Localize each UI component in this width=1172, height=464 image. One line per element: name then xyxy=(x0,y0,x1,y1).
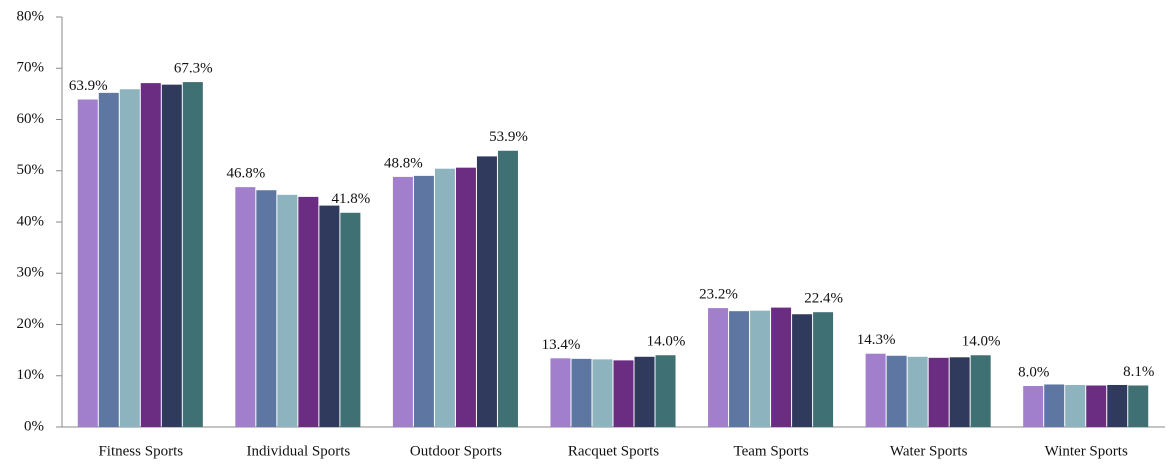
data-label: 22.4% xyxy=(804,291,843,307)
bar xyxy=(550,358,571,427)
bar xyxy=(708,308,729,427)
bar xyxy=(161,84,182,428)
bar xyxy=(277,194,298,427)
data-label: 14.3% xyxy=(857,332,896,348)
data-label: 67.3% xyxy=(174,61,213,77)
bar xyxy=(1065,384,1086,427)
bar xyxy=(434,168,455,427)
bar xyxy=(392,176,413,427)
x-tick-label: Team Sports xyxy=(733,443,808,459)
y-tick-label: 60% xyxy=(17,111,45,127)
bar xyxy=(750,310,771,427)
bar xyxy=(413,175,434,427)
data-label: 63.9% xyxy=(69,78,108,94)
y-tick-label: 70% xyxy=(17,60,45,76)
bar xyxy=(655,355,676,427)
x-tick-label: Winter Sports xyxy=(1045,443,1128,459)
bar xyxy=(298,196,319,427)
bar xyxy=(634,356,655,427)
bar xyxy=(319,205,340,427)
bar xyxy=(455,167,476,428)
bar xyxy=(340,212,361,427)
x-tick-label: Water Sports xyxy=(890,443,968,459)
bar xyxy=(907,356,928,427)
bar xyxy=(729,311,750,427)
bar xyxy=(613,360,634,427)
bar xyxy=(571,358,592,427)
x-tick-label: Racquet Sports xyxy=(568,443,659,459)
data-label: 13.4% xyxy=(542,337,581,353)
bar xyxy=(1086,385,1107,427)
bar xyxy=(1128,385,1149,427)
data-label: 14.0% xyxy=(647,334,686,350)
bar xyxy=(256,190,277,427)
y-tick-label: 50% xyxy=(17,162,45,178)
bar xyxy=(813,312,834,427)
bar xyxy=(886,355,907,427)
bar xyxy=(1023,386,1044,427)
y-tick-label: 80% xyxy=(17,8,45,24)
bar xyxy=(928,357,949,427)
bar xyxy=(235,187,256,427)
x-tick-label: Individual Sports xyxy=(246,443,350,459)
data-label: 23.2% xyxy=(699,287,738,303)
bar xyxy=(771,307,792,427)
bar xyxy=(476,156,497,427)
bar xyxy=(865,353,886,427)
bar xyxy=(119,89,140,427)
y-tick-label: 40% xyxy=(17,213,45,229)
data-label: 8.0% xyxy=(1018,364,1049,380)
bar xyxy=(792,314,813,427)
bar xyxy=(140,83,161,428)
y-tick-label: 0% xyxy=(24,418,44,434)
bar xyxy=(98,92,119,427)
bar xyxy=(1044,384,1065,427)
x-tick-label: Fitness Sports xyxy=(98,443,183,459)
data-label: 8.1% xyxy=(1123,364,1154,380)
bar xyxy=(77,99,98,427)
bar xyxy=(497,150,518,427)
y-tick-label: 10% xyxy=(17,367,45,383)
bar xyxy=(949,357,970,427)
data-label: 46.8% xyxy=(226,166,265,182)
data-label: 48.8% xyxy=(384,155,423,171)
x-tick-label: Outdoor Sports xyxy=(410,443,502,459)
data-label: 41.8% xyxy=(332,191,371,207)
bar xyxy=(1107,384,1128,427)
y-tick-label: 30% xyxy=(17,265,45,281)
bar xyxy=(970,355,991,427)
y-tick-label: 20% xyxy=(17,316,45,332)
bar xyxy=(182,82,203,428)
bar xyxy=(592,359,613,427)
data-label: 14.0% xyxy=(962,334,1001,350)
data-label: 53.9% xyxy=(489,129,528,145)
